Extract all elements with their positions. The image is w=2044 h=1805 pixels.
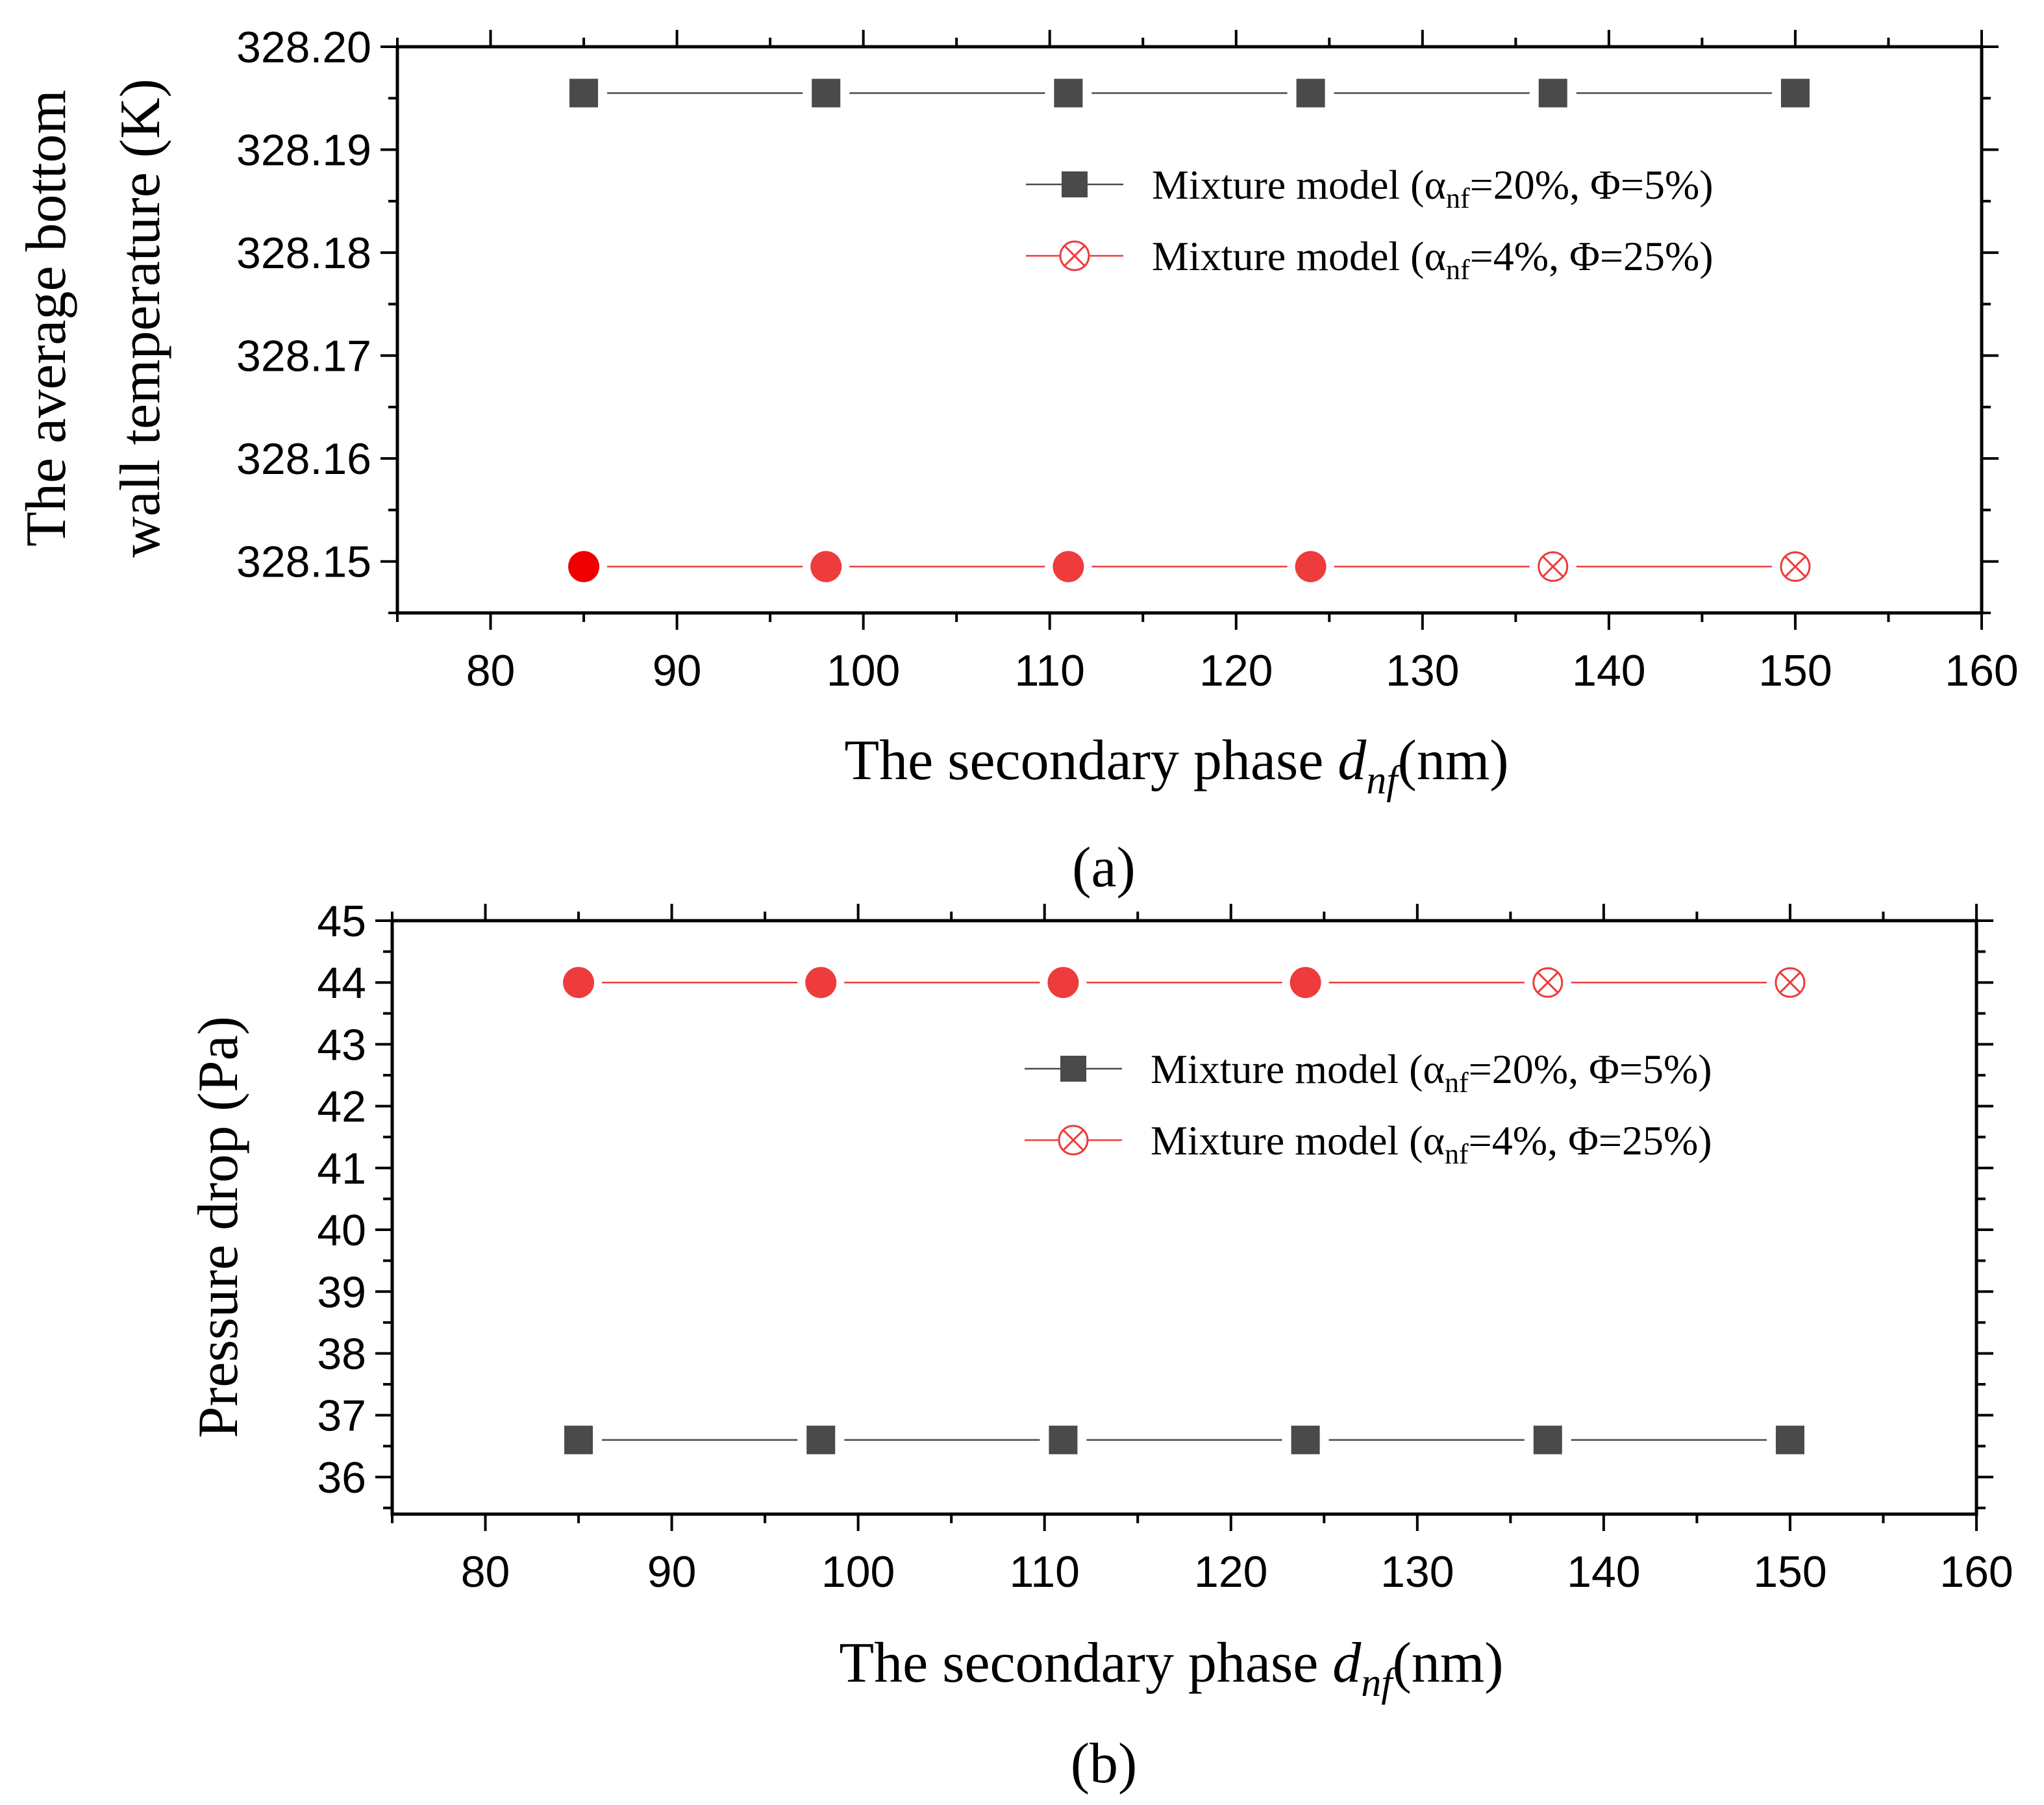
x-tick-label: 140 bbox=[1567, 1547, 1640, 1597]
legend-label: Mixture model (αnf=4%, Φ=25%) bbox=[1151, 1117, 1712, 1170]
x-tick-label: 80 bbox=[466, 646, 516, 695]
chart-a: 80 90 100 110 120 130 140 150 160 328.15 328.16 328… bbox=[15, 23, 2019, 899]
data-point-circle bbox=[805, 967, 837, 999]
plot-frame bbox=[390, 919, 1978, 1516]
series-2 bbox=[563, 967, 1806, 999]
legend-marker-square bbox=[1062, 171, 1088, 197]
data-point-circle bbox=[810, 551, 842, 582]
x-tick-label: 100 bbox=[827, 646, 900, 695]
x-tick-label: 90 bbox=[647, 1547, 697, 1597]
x-tick-label: 100 bbox=[821, 1547, 895, 1597]
data-point-circle bbox=[1047, 967, 1079, 999]
chart-caption: (a) bbox=[1072, 836, 1136, 899]
data-point-square bbox=[1296, 79, 1325, 108]
series-2 bbox=[568, 551, 1811, 582]
series-1 bbox=[569, 79, 1810, 108]
x-tick-label: 80 bbox=[461, 1547, 510, 1597]
data-point-circle-cross bbox=[1532, 967, 1564, 998]
data-point-circle-cross bbox=[1780, 551, 1811, 582]
y-tick-label: 36 bbox=[317, 1453, 366, 1502]
y-tick-label: 42 bbox=[317, 1082, 366, 1132]
y-tick-label: 328.17 bbox=[236, 332, 371, 381]
data-point-circle bbox=[1290, 967, 1321, 999]
legend-label: Mixture model (αnf=4%, Φ=25%) bbox=[1152, 233, 1714, 286]
x-tick-label: 120 bbox=[1199, 646, 1273, 695]
data-point-square bbox=[806, 1425, 836, 1454]
series-1 bbox=[564, 1425, 1804, 1454]
y-tick-label: 39 bbox=[317, 1267, 366, 1317]
y-tick-label: 40 bbox=[317, 1206, 366, 1255]
x-tick-label: 130 bbox=[1380, 1547, 1454, 1597]
y-axis-title: Pressure drop (Pa) bbox=[187, 1016, 250, 1438]
y-tick-label: 45 bbox=[317, 897, 366, 946]
data-point-square bbox=[1533, 1425, 1562, 1454]
chart-b: 80 90 100 110 120 130 140 150 160 36 37 38 39 40 41 42 4… bbox=[187, 897, 2013, 1795]
x-tick-label: 160 bbox=[1939, 1547, 2013, 1597]
y-tick-label: 328.15 bbox=[236, 538, 371, 587]
data-point-square bbox=[569, 79, 599, 108]
data-point-circle bbox=[568, 551, 600, 582]
y-tick-label: 328.19 bbox=[236, 126, 371, 175]
data-point-square bbox=[564, 1425, 593, 1454]
x-tick-label: 150 bbox=[1753, 1547, 1826, 1597]
legend-entry-2: Mixture model (αnf=4%, Φ=25%) bbox=[1025, 1117, 1712, 1170]
x-tick-label: 140 bbox=[1572, 646, 1645, 695]
data-point-circle bbox=[563, 967, 595, 999]
x-tick-label: 130 bbox=[1386, 646, 1459, 695]
y-tick-label: 37 bbox=[317, 1391, 366, 1441]
plot-frame bbox=[395, 45, 1984, 615]
data-point-square bbox=[1775, 1425, 1804, 1454]
legend-marker-square bbox=[1060, 1056, 1086, 1082]
data-point-square bbox=[1049, 1425, 1078, 1454]
data-point-circle bbox=[1053, 551, 1084, 582]
x-tick-label: 120 bbox=[1194, 1547, 1267, 1597]
data-point-circle-cross bbox=[1775, 967, 1806, 998]
data-point-square bbox=[1780, 79, 1810, 108]
y-tick-label: 328.18 bbox=[236, 229, 371, 278]
y-axis-title: The average bottom bbox=[15, 90, 78, 547]
data-point-circle bbox=[1295, 551, 1327, 582]
y-tick-label: 41 bbox=[317, 1144, 366, 1193]
y-tick-label: 328.20 bbox=[236, 23, 371, 72]
legend-label: Mixture model (αnf=20%, Φ=5%) bbox=[1152, 162, 1714, 214]
x-tick-label: 150 bbox=[1758, 646, 1832, 695]
legend-label: Mixture model (αnf=20%, Φ=5%) bbox=[1151, 1046, 1712, 1099]
x-axis-title: The secondary phase dnf(nm) bbox=[844, 729, 1508, 803]
data-point-square bbox=[812, 79, 841, 108]
x-tick-label: 110 bbox=[1009, 1547, 1079, 1597]
x-tick-label: 110 bbox=[1014, 646, 1084, 695]
x-tick-label: 90 bbox=[653, 646, 702, 695]
y-tick-label: 44 bbox=[317, 958, 366, 1008]
y-tick-label: 38 bbox=[317, 1329, 366, 1378]
data-point-square bbox=[1054, 79, 1083, 108]
data-point-circle-cross bbox=[1538, 551, 1569, 582]
data-point-square bbox=[1291, 1425, 1320, 1454]
y-axis-title: wall temperature (K) bbox=[109, 79, 172, 558]
chart-caption: (b) bbox=[1071, 1732, 1138, 1795]
legend-entry-1: Mixture model (αnf=20%, Φ=5%) bbox=[1025, 1046, 1712, 1099]
x-axis-title: The secondary phase dnf(nm) bbox=[839, 1632, 1503, 1705]
legend-entry-2: Mixture model (αnf=4%, Φ=25%) bbox=[1026, 233, 1714, 286]
y-tick-label: 43 bbox=[317, 1020, 366, 1069]
legend-entry-1: Mixture model (αnf=20%, Φ=5%) bbox=[1026, 162, 1714, 214]
y-tick-label: 328.16 bbox=[236, 434, 371, 484]
data-point-square bbox=[1538, 79, 1567, 108]
x-tick-label: 160 bbox=[1945, 646, 2018, 695]
